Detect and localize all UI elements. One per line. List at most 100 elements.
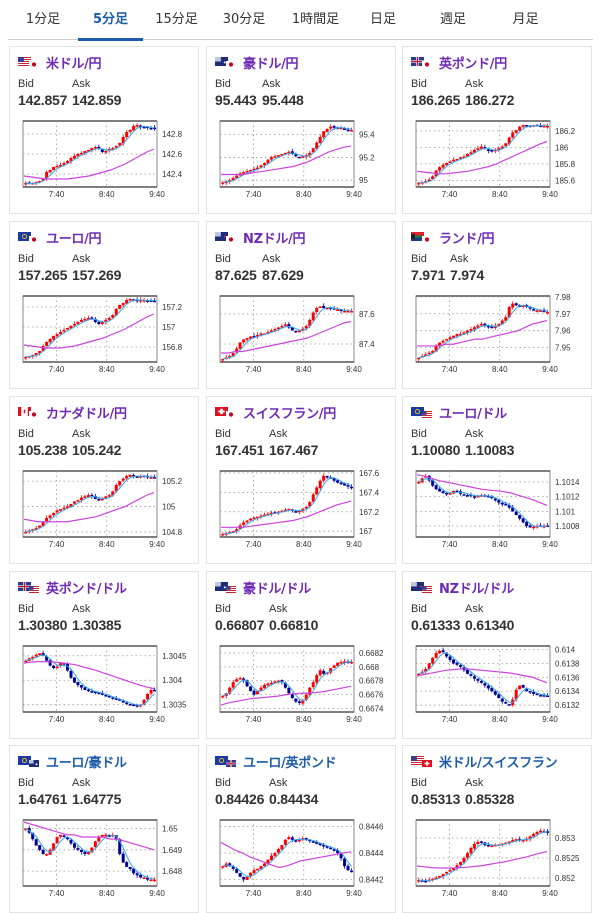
- currency-pair-card[interactable]: NZドル/ドル Bid Ask 0.61333 0.61340 0.6132 0.6134 0…: [402, 571, 592, 739]
- currency-pair-card[interactable]: カナダドル/円 Bid Ask 105.238 105.242 104.8 105 105.2…: [9, 396, 199, 564]
- pair-name-link[interactable]: ユーロ/豪ドル: [46, 755, 127, 771]
- y-tick-label: 0.6676: [359, 691, 384, 700]
- currency-pair-card[interactable]: ユーロ/豪ドル Bid Ask 1.64761 1.64775 1.648 1.649 1.6…: [9, 745, 199, 913]
- candle-body: [472, 149, 476, 153]
- pair-name-link[interactable]: スイスフラン/円: [243, 406, 336, 422]
- x-tick-label: 9:40: [149, 889, 165, 898]
- long-moving-average-line: [417, 319, 548, 347]
- price-chart[interactable]: 167 167.2 167.4 167.6 7:40 8:40 9:40: [207, 467, 397, 557]
- currency-pair-card[interactable]: ユーロ/ドル Bid Ask 1.10080 1.10083 1.1008 1.101 1.1…: [402, 396, 592, 564]
- tab-2[interactable]: 15分足: [155, 12, 198, 27]
- price-chart[interactable]: 0.6132 0.6134 0.6136 0.6138 0.614 7:40 8:40 9:4…: [403, 642, 593, 732]
- candle-body: [350, 311, 354, 313]
- candle-body: [256, 691, 260, 695]
- candle-body: [139, 300, 143, 302]
- price-chart[interactable]: 156.8 157 157.2 7:40 8:40 9:40: [10, 292, 200, 382]
- candle-body: [479, 323, 483, 326]
- tab-6[interactable]: 週足: [439, 12, 466, 27]
- y-tick-label: 7.97: [555, 310, 571, 319]
- candle-body: [83, 319, 87, 321]
- bid-label: Bid: [18, 428, 34, 440]
- aud-flag-icon: [215, 582, 228, 591]
- currency-pair-card[interactable]: ユーロ/円 Bid Ask 157.265 157.269 156.8 157 157.2 7:…: [9, 221, 199, 389]
- price-chart[interactable]: 0.852 0.8525 0.853 7:40 8:40 9:40: [403, 816, 593, 906]
- y-tick-label: 1.649: [162, 846, 183, 855]
- candle-body: [48, 339, 52, 343]
- candle-body: [100, 322, 104, 324]
- currency-pair-card[interactable]: 米ドル/スイスフラン Bid Ask 0.85313 0.85328 0.852 0.852…: [402, 745, 592, 913]
- candle-body: [546, 695, 550, 698]
- currency-pair-card[interactable]: 米ドル/円 Bid Ask 142.857 142.859 142.4 142.6 142.8…: [9, 46, 199, 214]
- pair-name-link[interactable]: 米ドル/スイスフラン: [439, 755, 558, 771]
- candle-body: [24, 357, 28, 359]
- pair-name-link[interactable]: 豪ドル/ドル: [243, 581, 311, 597]
- x-tick-label: 9:40: [346, 889, 362, 898]
- currency-pair-card[interactable]: ユーロ/英ポンド Bid Ask 0.84426 0.84434 0.8442 0.8444…: [206, 745, 396, 913]
- currency-pair-card[interactable]: 英ポンド/円 Bid Ask 186.265 186.272 185.6 185.8 186 1…: [402, 46, 592, 214]
- tab-1[interactable]: 5分足: [78, 0, 143, 41]
- ask-label: Ask: [72, 777, 91, 789]
- currency-pair-card[interactable]: ランド/円 Bid Ask 7.971 7.974 7.95 7.96 7.97 7.98 7:4…: [402, 221, 592, 389]
- price-chart[interactable]: 0.6674 0.6676 0.6678 0.668 0.6682 7:40 8:40 9:4…: [207, 642, 397, 732]
- candle-body: [511, 303, 515, 308]
- pair-name-link[interactable]: ユーロ/英ポンド: [243, 755, 337, 771]
- card-header: 豪ドル/ドル: [215, 579, 311, 597]
- candle-body: [52, 843, 56, 851]
- pair-name-link[interactable]: NZドル/円: [243, 231, 306, 247]
- candle-body: [59, 509, 63, 511]
- pair-name-link[interactable]: NZドル/ドル: [439, 581, 514, 597]
- tab-7[interactable]: 月足: [512, 12, 539, 27]
- tab-0[interactable]: 1分足: [25, 12, 61, 27]
- pair-name-link[interactable]: ランド/円: [439, 231, 495, 247]
- price-chart[interactable]: 1.3035 1.304 1.3045 7:40 8:40 9:40: [10, 642, 200, 732]
- pair-name-link[interactable]: カナダドル/円: [46, 406, 127, 422]
- tab-3[interactable]: 30分足: [222, 12, 266, 27]
- candle-body: [343, 483, 347, 486]
- candle-body: [514, 130, 518, 133]
- candle-body: [48, 660, 52, 666]
- currency-pair-card[interactable]: 豪ドル/円 Bid Ask 95.443 95.448 95 95.2 95.4 7:40 8:4…: [206, 46, 396, 214]
- candle-body: [24, 531, 28, 534]
- pair-name-link[interactable]: ユーロ/円: [46, 231, 102, 247]
- candle-body: [59, 332, 63, 334]
- candle-body: [228, 863, 232, 867]
- price-chart[interactable]: 87.4 87.6 7:40 8:40 9:40: [207, 292, 397, 382]
- candlestick-chart: 142.4 142.6 142.8 7:40 8:40 9:40: [22, 120, 183, 199]
- x-tick-label: 9:40: [542, 190, 558, 199]
- pair-name-link[interactable]: 英ポンド/円: [439, 56, 507, 72]
- candle-body: [301, 838, 305, 840]
- candle-body: [69, 326, 73, 329]
- candle-body: [304, 506, 308, 509]
- candle-body: [521, 305, 525, 307]
- candle-body: [34, 654, 38, 657]
- ask-label: Ask: [465, 428, 484, 440]
- tab-4[interactable]: 1時間足: [291, 12, 340, 27]
- price-chart[interactable]: 95 95.2 95.4 7:40 8:40 9:40: [207, 117, 397, 207]
- y-tick-label: 185.6: [555, 176, 576, 185]
- candle-body: [256, 167, 260, 170]
- pair-name-link[interactable]: 英ポンド/ドル: [46, 581, 127, 597]
- pair-name-link[interactable]: 豪ドル/円: [243, 56, 299, 72]
- pair-name-link[interactable]: ユーロ/ドル: [439, 406, 507, 422]
- candle-body: [149, 690, 153, 694]
- currency-pair-card[interactable]: NZドル/円 Bid Ask 87.625 87.629 87.4 87.6 7:40 8:40…: [206, 221, 396, 389]
- currency-pair-card[interactable]: 豪ドル/ドル Bid Ask 0.66807 0.66810 0.6674 0.6676 0.…: [206, 571, 396, 739]
- currency-pair-card[interactable]: スイスフラン/円 Bid Ask 167.451 167.467 167 167.2 167.…: [206, 396, 396, 564]
- candle-body: [107, 495, 111, 497]
- tab-5[interactable]: 日足: [369, 12, 396, 27]
- price-chart[interactable]: 7.95 7.96 7.97 7.98 7:40 8:40 9:40: [403, 292, 593, 382]
- candle-body: [490, 150, 494, 152]
- candle-body: [252, 517, 256, 520]
- candle-body: [221, 182, 225, 184]
- price-chart[interactable]: 1.648 1.649 1.65 7:40 8:40 9:40: [10, 816, 200, 906]
- price-chart[interactable]: 0.8442 0.8444 0.8446 7:40 8:40 9:40: [207, 816, 397, 906]
- candle-body: [100, 149, 104, 152]
- currency-pair-card[interactable]: 英ポンド/ドル Bid Ask 1.30380 1.30385 1.3035 1.304 1.…: [9, 571, 199, 739]
- price-chart[interactable]: 1.1008 1.101 1.1012 1.1014 7:40 8:40 9:40: [403, 467, 593, 557]
- price-chart[interactable]: 185.6 185.8 186 186.2 7:40 8:40 9:40: [403, 117, 593, 207]
- price-chart[interactable]: 104.8 105 105.2 7:40 8:40 9:40: [10, 467, 200, 557]
- candle-body: [476, 842, 480, 844]
- price-chart[interactable]: 142.4 142.6 142.8 7:40 8:40 9:40: [10, 117, 200, 207]
- pair-name-link[interactable]: 米ドル/円: [46, 56, 102, 72]
- jpy-flag-icon: [29, 236, 39, 243]
